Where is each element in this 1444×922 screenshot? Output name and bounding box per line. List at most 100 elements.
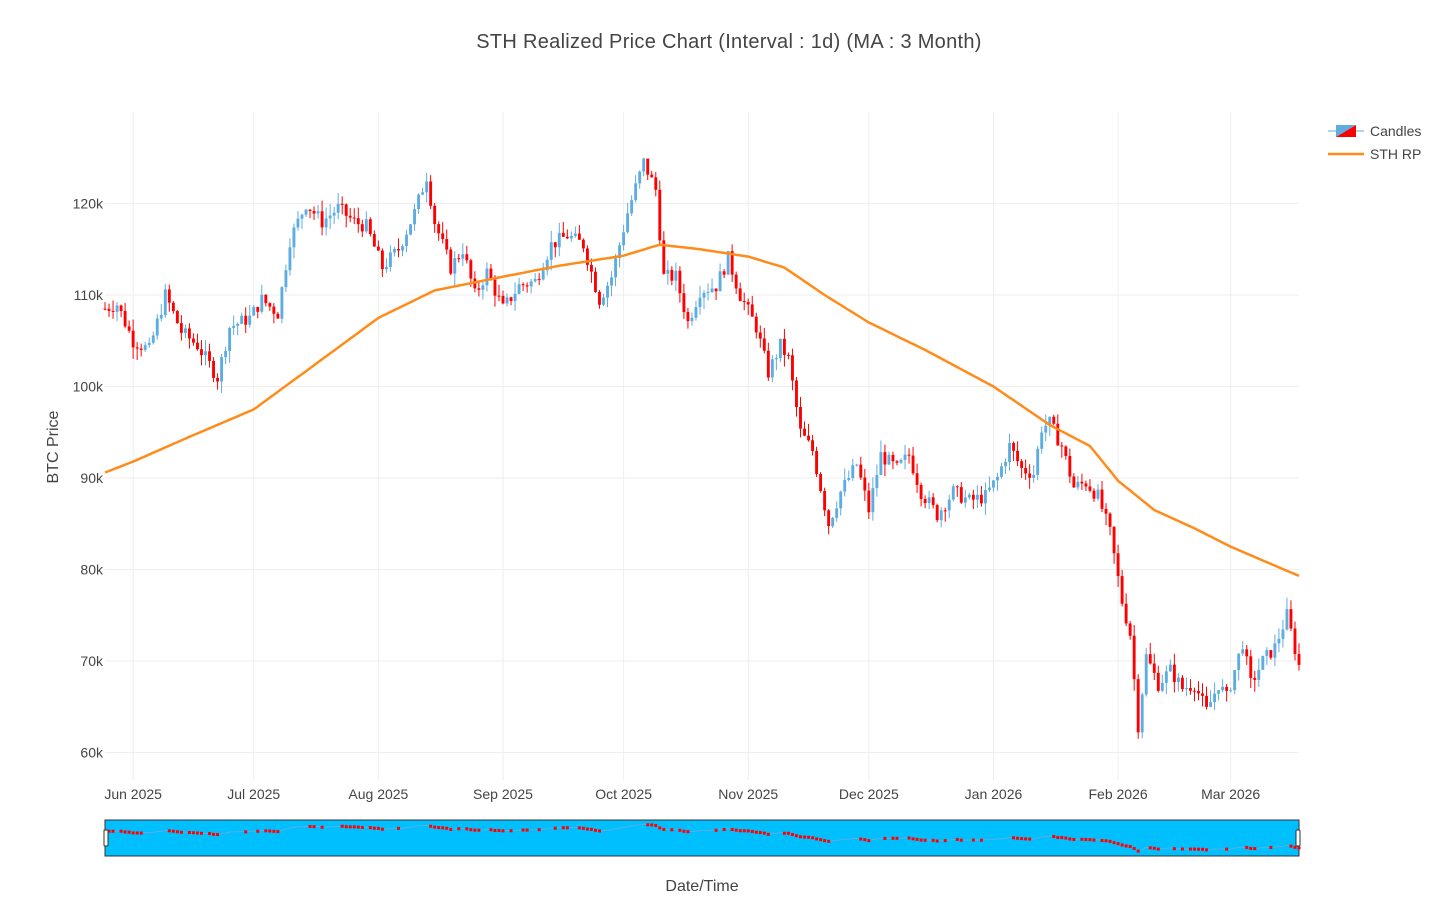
candle-body bbox=[192, 338, 195, 343]
candle bbox=[360, 219, 364, 237]
candle bbox=[557, 222, 561, 257]
x-tick-label: Sep 2025 bbox=[473, 786, 533, 802]
candle-body bbox=[738, 288, 742, 301]
navigator-mini-candle bbox=[139, 831, 143, 835]
candle-body bbox=[642, 158, 646, 172]
candle bbox=[533, 273, 537, 283]
candle-body bbox=[316, 211, 320, 214]
candle bbox=[437, 221, 441, 241]
candle bbox=[1184, 677, 1188, 697]
candle bbox=[481, 280, 485, 300]
legend-label-candles: Candles bbox=[1370, 122, 1422, 139]
candle bbox=[147, 337, 151, 348]
candle bbox=[212, 357, 215, 383]
candle-body bbox=[803, 428, 806, 436]
candle-body bbox=[1189, 688, 1192, 691]
navigator-mini-candle bbox=[714, 828, 718, 832]
candle-body bbox=[666, 269, 670, 274]
candle bbox=[815, 446, 819, 478]
candle-body bbox=[151, 335, 155, 343]
candle-body bbox=[1249, 656, 1253, 678]
navigator-mini-candle bbox=[368, 826, 372, 830]
candle-body bbox=[200, 349, 203, 356]
candle bbox=[654, 172, 658, 197]
candle-series[interactable] bbox=[103, 157, 1301, 739]
candle-body bbox=[224, 351, 228, 358]
candle bbox=[694, 300, 698, 321]
candle bbox=[650, 170, 654, 178]
navigator-mini-candle bbox=[509, 829, 513, 833]
candle bbox=[163, 283, 167, 318]
legend-item-sth-rp[interactable]: STH RP bbox=[1328, 142, 1421, 165]
candle-body bbox=[1140, 694, 1144, 733]
candle-body bbox=[935, 505, 939, 521]
candle-body bbox=[397, 249, 400, 251]
candle-body bbox=[292, 227, 296, 248]
candle-body bbox=[204, 351, 207, 356]
candle-body bbox=[376, 246, 380, 251]
candles-legend-icon bbox=[1328, 124, 1364, 137]
candle-body bbox=[457, 258, 461, 260]
navigator-mini-candle bbox=[959, 838, 963, 842]
candle-body bbox=[602, 297, 605, 305]
candle bbox=[983, 482, 987, 515]
candle bbox=[208, 343, 211, 368]
candle-body bbox=[686, 312, 690, 322]
candle bbox=[505, 293, 509, 307]
navigator-mini-candle bbox=[581, 826, 585, 830]
candle bbox=[891, 451, 895, 470]
candle bbox=[1273, 634, 1277, 666]
candle bbox=[955, 485, 959, 497]
candle bbox=[734, 271, 738, 295]
candle bbox=[1189, 679, 1192, 695]
candle-body bbox=[356, 218, 360, 225]
candle-body bbox=[461, 254, 465, 259]
candle-body bbox=[1148, 654, 1152, 664]
candle bbox=[344, 203, 348, 228]
candle bbox=[312, 206, 316, 220]
candle bbox=[352, 208, 356, 225]
candle-body bbox=[795, 380, 798, 407]
navigator-mini-candle bbox=[565, 826, 569, 830]
candle bbox=[1201, 683, 1204, 707]
navigator-mini-candle bbox=[678, 828, 682, 832]
navigator-mini-candle bbox=[497, 829, 501, 833]
candle bbox=[288, 238, 292, 276]
candle bbox=[525, 282, 529, 293]
navigator-mini-candle bbox=[1020, 837, 1024, 841]
candle bbox=[131, 319, 135, 359]
candle-body bbox=[437, 224, 441, 234]
range-navigator[interactable] bbox=[103, 819, 1301, 857]
candle bbox=[927, 490, 931, 510]
candle bbox=[875, 464, 879, 497]
candle-body bbox=[553, 242, 557, 248]
candle bbox=[143, 341, 147, 352]
candle-body bbox=[417, 194, 421, 210]
candle bbox=[1012, 441, 1016, 462]
candle-body bbox=[1184, 688, 1188, 690]
navigator-mini-candle bbox=[187, 831, 191, 835]
navigator-mini-candle bbox=[441, 826, 445, 830]
candle-body bbox=[384, 266, 388, 270]
candle bbox=[1024, 459, 1028, 480]
candle bbox=[1116, 544, 1120, 587]
navigator-mini-candle bbox=[208, 832, 212, 836]
candle bbox=[762, 327, 766, 354]
candle bbox=[433, 203, 437, 233]
candle bbox=[1132, 625, 1136, 691]
navigator-mini-candle bbox=[662, 827, 666, 831]
candle bbox=[1289, 600, 1293, 632]
navigator-mini-candle bbox=[256, 829, 260, 833]
navigator-mini-candle bbox=[171, 829, 175, 833]
sth-rp-line[interactable] bbox=[104, 243, 1300, 578]
candle bbox=[702, 290, 706, 309]
candle bbox=[1004, 458, 1007, 474]
legend-item-candles[interactable]: Candles bbox=[1328, 119, 1421, 142]
candle-body bbox=[662, 240, 666, 274]
candle-body bbox=[927, 497, 931, 504]
candle-body bbox=[879, 452, 883, 475]
candle bbox=[1084, 480, 1088, 491]
candle bbox=[895, 460, 899, 466]
candle-body bbox=[147, 342, 151, 346]
candle bbox=[939, 507, 943, 528]
